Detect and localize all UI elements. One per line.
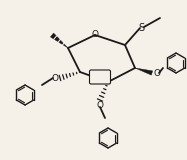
Text: O: O: [91, 29, 99, 39]
FancyBboxPatch shape: [90, 70, 111, 84]
Text: S: S: [138, 23, 144, 33]
Polygon shape: [50, 33, 68, 48]
Polygon shape: [135, 68, 153, 75]
Text: O: O: [51, 73, 59, 83]
Text: Abs: Abs: [93, 73, 107, 82]
Text: O: O: [96, 100, 103, 109]
Text: O: O: [154, 68, 160, 77]
